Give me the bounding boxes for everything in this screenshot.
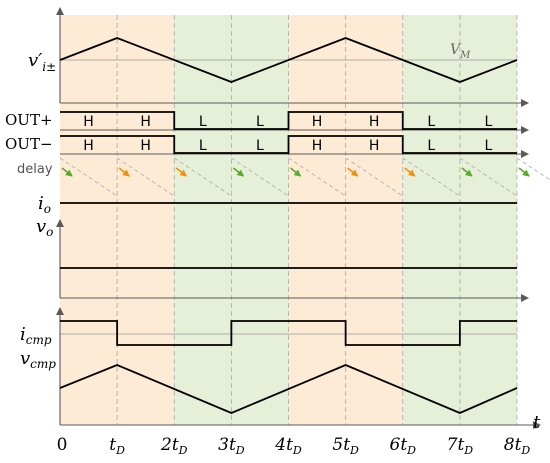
x-tick-label: 5tD: [332, 435, 359, 457]
delay-guide: [345, 157, 403, 197]
out-minus-waveform: [60, 135, 517, 154]
out-minus-state-H: H: [140, 138, 151, 154]
delay-guide: [516, 157, 550, 181]
t-axis-label: t: [533, 412, 541, 433]
band-green: [231, 15, 289, 425]
delay-arrow-green: [461, 167, 473, 177]
i-o-label: io: [38, 193, 51, 216]
delay-guide: [174, 157, 232, 197]
v-o-label: vo: [36, 216, 53, 239]
out-plus-state-H: H: [312, 114, 323, 130]
band-orange: [288, 15, 346, 425]
band-green: [459, 15, 517, 425]
delay-guide: [231, 157, 289, 197]
out-minus-state-L: L: [199, 138, 207, 154]
delay-guide: [459, 157, 518, 197]
state-marks: H H L L H H L LH H L L H H L L: [59, 114, 550, 197]
v-cmp-label: vcmp: [20, 348, 56, 371]
out-minus-state-L: L: [427, 138, 435, 154]
delay-arrow-green: [61, 167, 73, 177]
x-tick-label: tD: [109, 435, 125, 457]
delay-label: delay: [17, 162, 53, 177]
delay-guide: [116, 157, 175, 197]
out-plus-state-H: H: [140, 114, 151, 130]
x-tick-label: 4tD: [274, 435, 302, 457]
v-cmp-waveform: [59, 364, 518, 414]
delay-arrow-orange: [347, 167, 359, 177]
out-plus-state-L: L: [256, 114, 264, 130]
out-minus-state-H: H: [369, 138, 380, 154]
delay-guide: [59, 157, 118, 197]
delay-guide: [402, 157, 461, 197]
out-minus-label: OUT−: [5, 135, 53, 153]
out-minus-state-L: L: [485, 138, 493, 154]
delay-arrow-orange: [404, 167, 416, 177]
x-tick-label: 2tD: [160, 435, 188, 457]
v-i-waveform: [59, 37, 518, 83]
vm-label: VM: [450, 42, 471, 61]
delay-arrow-green: [518, 167, 530, 177]
out-plus-state-H: H: [369, 114, 380, 130]
x-tick-label: 7tD: [447, 435, 474, 457]
x-tick-label: 0: [57, 435, 68, 455]
i-cmp-waveform: [60, 320, 517, 346]
out-minus-state-H: H: [312, 138, 323, 154]
band-orange: [345, 15, 403, 425]
band-orange: [60, 15, 118, 425]
x-tick-label: 6tD: [390, 435, 417, 457]
delay-guide: [288, 157, 346, 197]
i-cmp-label: icmp: [20, 324, 52, 347]
out-minus-state-H: H: [83, 138, 94, 154]
delay-arrow-orange: [175, 167, 188, 177]
phase-bands: [60, 15, 517, 425]
x-tick-label: 3tD: [218, 435, 245, 457]
out-plus-state-H: H: [83, 114, 94, 130]
band-orange: [117, 15, 175, 425]
delay-arrow-green: [290, 167, 302, 177]
v-i-label: v′i±: [28, 50, 56, 74]
delay-arrow-orange: [118, 167, 130, 177]
delay-arrow-green: [232, 167, 245, 177]
time-gridlines: [60, 15, 518, 425]
out-plus-state-L: L: [485, 114, 493, 130]
band-green: [174, 15, 232, 425]
out-plus-waveform: [60, 111, 517, 130]
signal-traces: [59, 37, 518, 414]
out-minus-state-L: L: [256, 138, 264, 154]
out-plus-state-L: L: [427, 114, 435, 130]
out-plus-state-L: L: [199, 114, 207, 130]
x-tick-labels: 0 tD 2tD 3tD 4tD 5tD 6tD 7tD 8tD: [57, 435, 531, 457]
axes: [56, 7, 541, 429]
x-tick-label: 8tD: [504, 435, 531, 457]
band-green: [402, 15, 460, 425]
out-plus-label: OUT+: [5, 111, 53, 129]
